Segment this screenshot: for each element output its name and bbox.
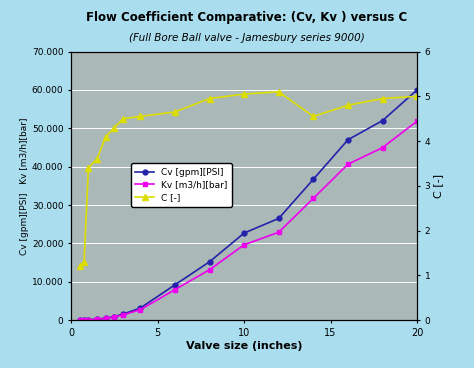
Cv [gpm][PSI]: [137, 306, 143, 310]
Cv [gpm][PSI]: [207, 259, 212, 264]
Cv [gpm][PSI]: [310, 177, 316, 181]
Cv [gpm][PSI]: [241, 231, 247, 235]
Cv [gpm][PSI]: [345, 138, 351, 142]
Kv [m3/h][bar]: [414, 119, 420, 123]
C [-]: [120, 117, 126, 121]
Kv [m3/h][bar]: [137, 308, 143, 312]
C [-]: [310, 114, 316, 118]
Kv [m3/h][bar]: [380, 145, 385, 150]
Kv [m3/h][bar]: [94, 317, 100, 322]
Kv [m3/h][bar]: [103, 316, 109, 321]
Cv [gpm][PSI]: [380, 118, 385, 123]
C [-]: [111, 125, 117, 130]
Cv [gpm][PSI]: [172, 283, 178, 287]
Kv [m3/h][bar]: [111, 315, 117, 319]
C [-]: [241, 92, 247, 96]
Kv [m3/h][bar]: [172, 287, 178, 292]
Cv [gpm][PSI]: [81, 318, 87, 322]
Cv [gpm][PSI]: [77, 318, 82, 322]
Cv [gpm][PSI]: [120, 312, 126, 316]
Cv [gpm][PSI]: [111, 314, 117, 319]
Cv [gpm][PSI]: [103, 316, 109, 321]
Text: (Full Bore Ball valve - Jamesbury series 9000): (Full Bore Ball valve - Jamesbury series…: [128, 33, 365, 43]
Kv [m3/h][bar]: [85, 318, 91, 322]
C [-]: [380, 96, 385, 101]
C [-]: [276, 90, 282, 94]
C [-]: [172, 110, 178, 114]
C [-]: [85, 166, 91, 170]
C [-]: [94, 157, 100, 161]
C [-]: [81, 260, 87, 264]
Kv [m3/h][bar]: [120, 313, 126, 317]
Kv [m3/h][bar]: [310, 196, 316, 201]
Line: Cv [gpm][PSI]: Cv [gpm][PSI]: [77, 88, 419, 322]
C [-]: [103, 134, 109, 139]
Y-axis label: Cv [gpm][PSI]   Kv [m3/h][bar]: Cv [gpm][PSI] Kv [m3/h][bar]: [20, 117, 29, 255]
X-axis label: Valve size (inches): Valve size (inches): [186, 340, 302, 351]
Cv [gpm][PSI]: [414, 88, 420, 92]
Text: Flow Coefficient Comparative: (Cv, Kv ) versus C: Flow Coefficient Comparative: (Cv, Kv ) …: [86, 11, 407, 24]
Kv [m3/h][bar]: [77, 318, 82, 322]
C [-]: [345, 103, 351, 107]
Kv [m3/h][bar]: [276, 230, 282, 234]
C [-]: [137, 114, 143, 118]
Cv [gpm][PSI]: [85, 318, 91, 322]
Kv [m3/h][bar]: [81, 318, 87, 322]
Y-axis label: C [-]: C [-]: [433, 174, 443, 198]
Cv [gpm][PSI]: [94, 317, 100, 321]
Kv [m3/h][bar]: [207, 268, 212, 272]
Cv [gpm][PSI]: [276, 216, 282, 221]
Kv [m3/h][bar]: [241, 243, 247, 247]
C [-]: [77, 264, 82, 269]
Legend: Cv [gpm][PSI], Kv [m3/h][bar], C [-]: Cv [gpm][PSI], Kv [m3/h][bar], C [-]: [131, 163, 232, 207]
C [-]: [207, 96, 212, 101]
Line: Kv [m3/h][bar]: Kv [m3/h][bar]: [77, 118, 419, 322]
Kv [m3/h][bar]: [345, 162, 351, 166]
Line: C [-]: C [-]: [77, 89, 420, 269]
C [-]: [414, 94, 420, 99]
